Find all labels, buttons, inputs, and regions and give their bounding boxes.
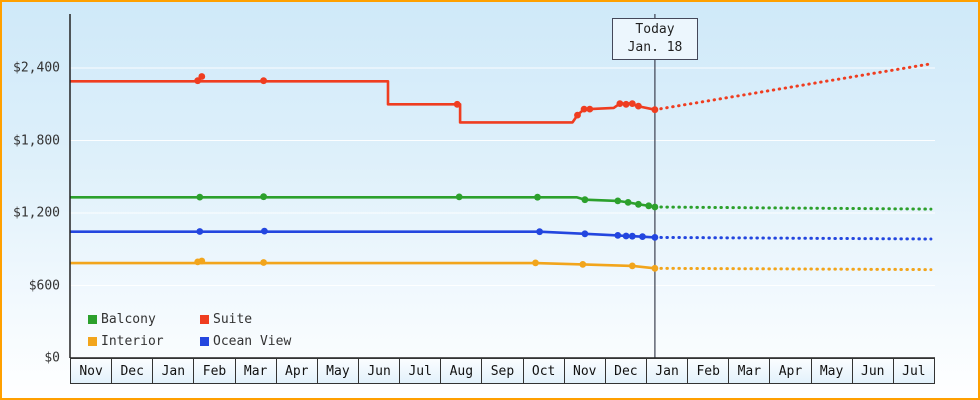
series-marker-ocean-view — [261, 227, 268, 235]
legend-item-balcony: Balcony — [88, 312, 200, 327]
series-line-suite — [70, 80, 656, 124]
series-marker-balcony — [624, 199, 632, 206]
series-marker-balcony — [455, 193, 463, 201]
legend: Balcony Suite Interior Ocean View — [88, 312, 291, 349]
legend-swatch-balcony — [88, 315, 97, 324]
series-marker-balcony — [645, 202, 653, 210]
today-label-date: Jan. 18 — [627, 40, 683, 55]
legend-item-ocean-view: Ocean View — [200, 334, 291, 349]
month-cell-mar: Mar — [728, 358, 771, 384]
series-marker-interior — [628, 262, 636, 270]
y-tick-label: $0 — [44, 350, 60, 366]
series-marker-ocean-view — [639, 233, 646, 241]
series-marker-ocean-view — [581, 230, 589, 238]
month-cell-oct: Oct — [522, 358, 565, 384]
month-cell-jun: Jun — [851, 358, 894, 384]
series-forecast-ocean-view — [653, 235, 933, 241]
month-cell-nov: Nov — [563, 358, 606, 384]
series-marker-suite — [628, 100, 636, 107]
legend-item-suite: Suite — [200, 312, 291, 327]
series-marker-balcony — [581, 196, 589, 204]
month-cell-feb: Feb — [687, 358, 730, 384]
series-marker-ocean-view — [622, 232, 630, 240]
legend-label: Balcony — [101, 312, 156, 327]
month-cell-apr: Apr — [275, 358, 318, 384]
series-marker-suite — [198, 73, 206, 80]
series-marker-suite — [622, 100, 630, 108]
month-cell-jul: Jul — [399, 358, 442, 384]
series-marker-ocean-view — [651, 234, 659, 241]
series-marker-interior — [579, 261, 587, 268]
today-marker-label: Today Jan. 18 — [612, 18, 698, 60]
series-marker-suite — [580, 105, 588, 113]
series-line-ocean-view — [70, 230, 655, 239]
month-cell-jul: Jul — [892, 358, 935, 384]
series-marker-ocean-view — [536, 228, 543, 236]
legend-swatch-interior — [88, 337, 97, 346]
series-marker-suite — [574, 111, 581, 119]
series-marker-suite — [586, 105, 594, 113]
series-marker-interior — [651, 264, 659, 272]
series-marker-balcony — [260, 193, 267, 201]
series-marker-suite — [616, 100, 624, 107]
today-label-title: Today — [635, 22, 675, 37]
series-marker-balcony — [614, 197, 622, 205]
series-marker-suite — [453, 100, 461, 108]
series-marker-balcony — [651, 203, 659, 211]
y-tick-label: $1,800 — [13, 133, 60, 148]
series-forecast-balcony — [653, 205, 933, 211]
series-forecast-suite — [653, 62, 933, 112]
series-marker-balcony — [196, 193, 204, 201]
x-axis: Nov Dec Jan Feb Mar Apr May Jun Jul Aug Sep Oct Nov D… — [70, 358, 935, 384]
series-marker-suite — [260, 77, 267, 85]
series-forecast-interior — [653, 266, 933, 272]
series-line-interior — [70, 261, 656, 270]
month-cell-mar: Mar — [234, 358, 277, 384]
series-marker-balcony — [635, 200, 642, 208]
series-marker-balcony — [534, 193, 541, 201]
y-tick-label: $2,400 — [13, 60, 60, 76]
month-cell-jan: Jan — [645, 358, 689, 384]
series-marker-interior — [198, 257, 206, 265]
series-marker-suite — [635, 102, 642, 110]
legend-label: Suite — [213, 312, 253, 327]
month-cell-apr: Apr — [769, 358, 812, 384]
month-cell-jun: Jun — [357, 358, 401, 384]
month-cell-feb: Feb — [193, 358, 236, 384]
series-marker-ocean-view — [614, 232, 622, 239]
legend-swatch-suite — [200, 315, 209, 324]
month-cell-aug: Aug — [440, 358, 483, 384]
legend-label: Interior — [101, 334, 164, 349]
series-marker-ocean-view — [628, 232, 636, 240]
month-cell-may: May — [810, 358, 853, 384]
month-cell-sep: Sep — [481, 358, 524, 384]
series-marker-suite — [194, 77, 202, 85]
series-marker-suite — [651, 106, 659, 114]
y-tick-label: $600 — [28, 278, 60, 293]
month-cell-jan: Jan — [152, 358, 195, 384]
series-marker-interior — [260, 259, 267, 266]
legend-label: Ocean View — [213, 334, 292, 349]
series-marker-ocean-view — [196, 228, 204, 235]
legend-swatch-ocean-view — [200, 337, 209, 346]
series-line-balcony — [70, 196, 656, 209]
month-cell-dec: Dec — [111, 358, 154, 384]
month-cell-dec: Dec — [604, 358, 647, 384]
legend-item-interior: Interior — [88, 334, 200, 349]
month-cell-nov: Nov — [70, 358, 113, 384]
month-cell-may: May — [316, 358, 359, 384]
series-marker-interior — [532, 259, 539, 267]
y-tick-label: $1,200 — [13, 205, 60, 221]
